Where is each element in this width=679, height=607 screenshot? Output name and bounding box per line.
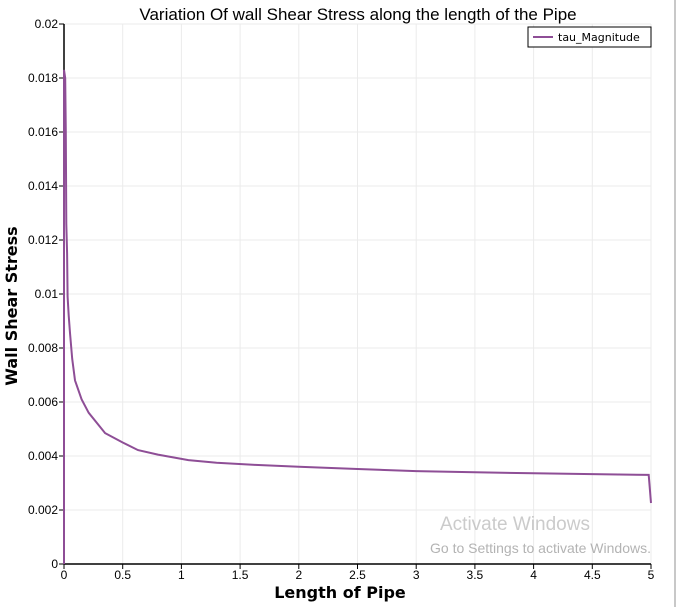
x-tick-label: 1.5 [232, 568, 249, 582]
y-tick-label: 0.012 [28, 233, 58, 247]
x-tick-label: 3 [413, 568, 420, 582]
legend-label: tau_Magnitude [558, 31, 640, 44]
y-tick-label: 0.01 [35, 287, 59, 301]
watermark-subtitle: Go to Settings to activate Windows. [430, 540, 651, 556]
y-tick-label: 0.02 [35, 17, 59, 31]
grid [63, 23, 652, 565]
x-tick-label: 3.5 [467, 568, 484, 582]
y-tick-label: 0.004 [28, 449, 58, 463]
y-tick-label: 0.008 [28, 341, 58, 355]
x-axis-label: Length of Pipe [274, 583, 406, 602]
y-tick-label: 0.006 [28, 395, 58, 409]
x-tick-label: 4 [530, 568, 537, 582]
x-tick-label: 1 [178, 568, 185, 582]
series-line-tau-magnitude [63, 69, 652, 564]
x-tick-label: 0 [61, 568, 68, 582]
chart-title: Variation Of wall Shear Stress along the… [139, 5, 576, 24]
x-tick-label: 4.5 [584, 568, 601, 582]
y-axis-label: Wall Shear Stress [2, 226, 21, 385]
window-border [674, 0, 676, 607]
x-tick-label: 5 [648, 568, 655, 582]
x-tick-label: 0.5 [114, 568, 131, 582]
x-tick-label: 2.5 [349, 568, 366, 582]
x-tick-label: 2 [295, 568, 302, 582]
watermark-title: Activate Windows [440, 514, 590, 535]
y-tick-label: 0.002 [28, 503, 58, 517]
y-tick-label: 0.014 [28, 179, 58, 193]
tick-labels: 0 0.5 1 1.5 2 2.5 3 3.5 4 4.5 5 0 0.002 0.004 0.006 0.0… [28, 17, 655, 582]
axes [59, 23, 652, 569]
y-tick-label: 0.018 [28, 71, 58, 85]
y-tick-label: 0.016 [28, 125, 58, 139]
legend: tau_Magnitude [527, 26, 652, 48]
y-tick-label: 0 [51, 557, 58, 571]
